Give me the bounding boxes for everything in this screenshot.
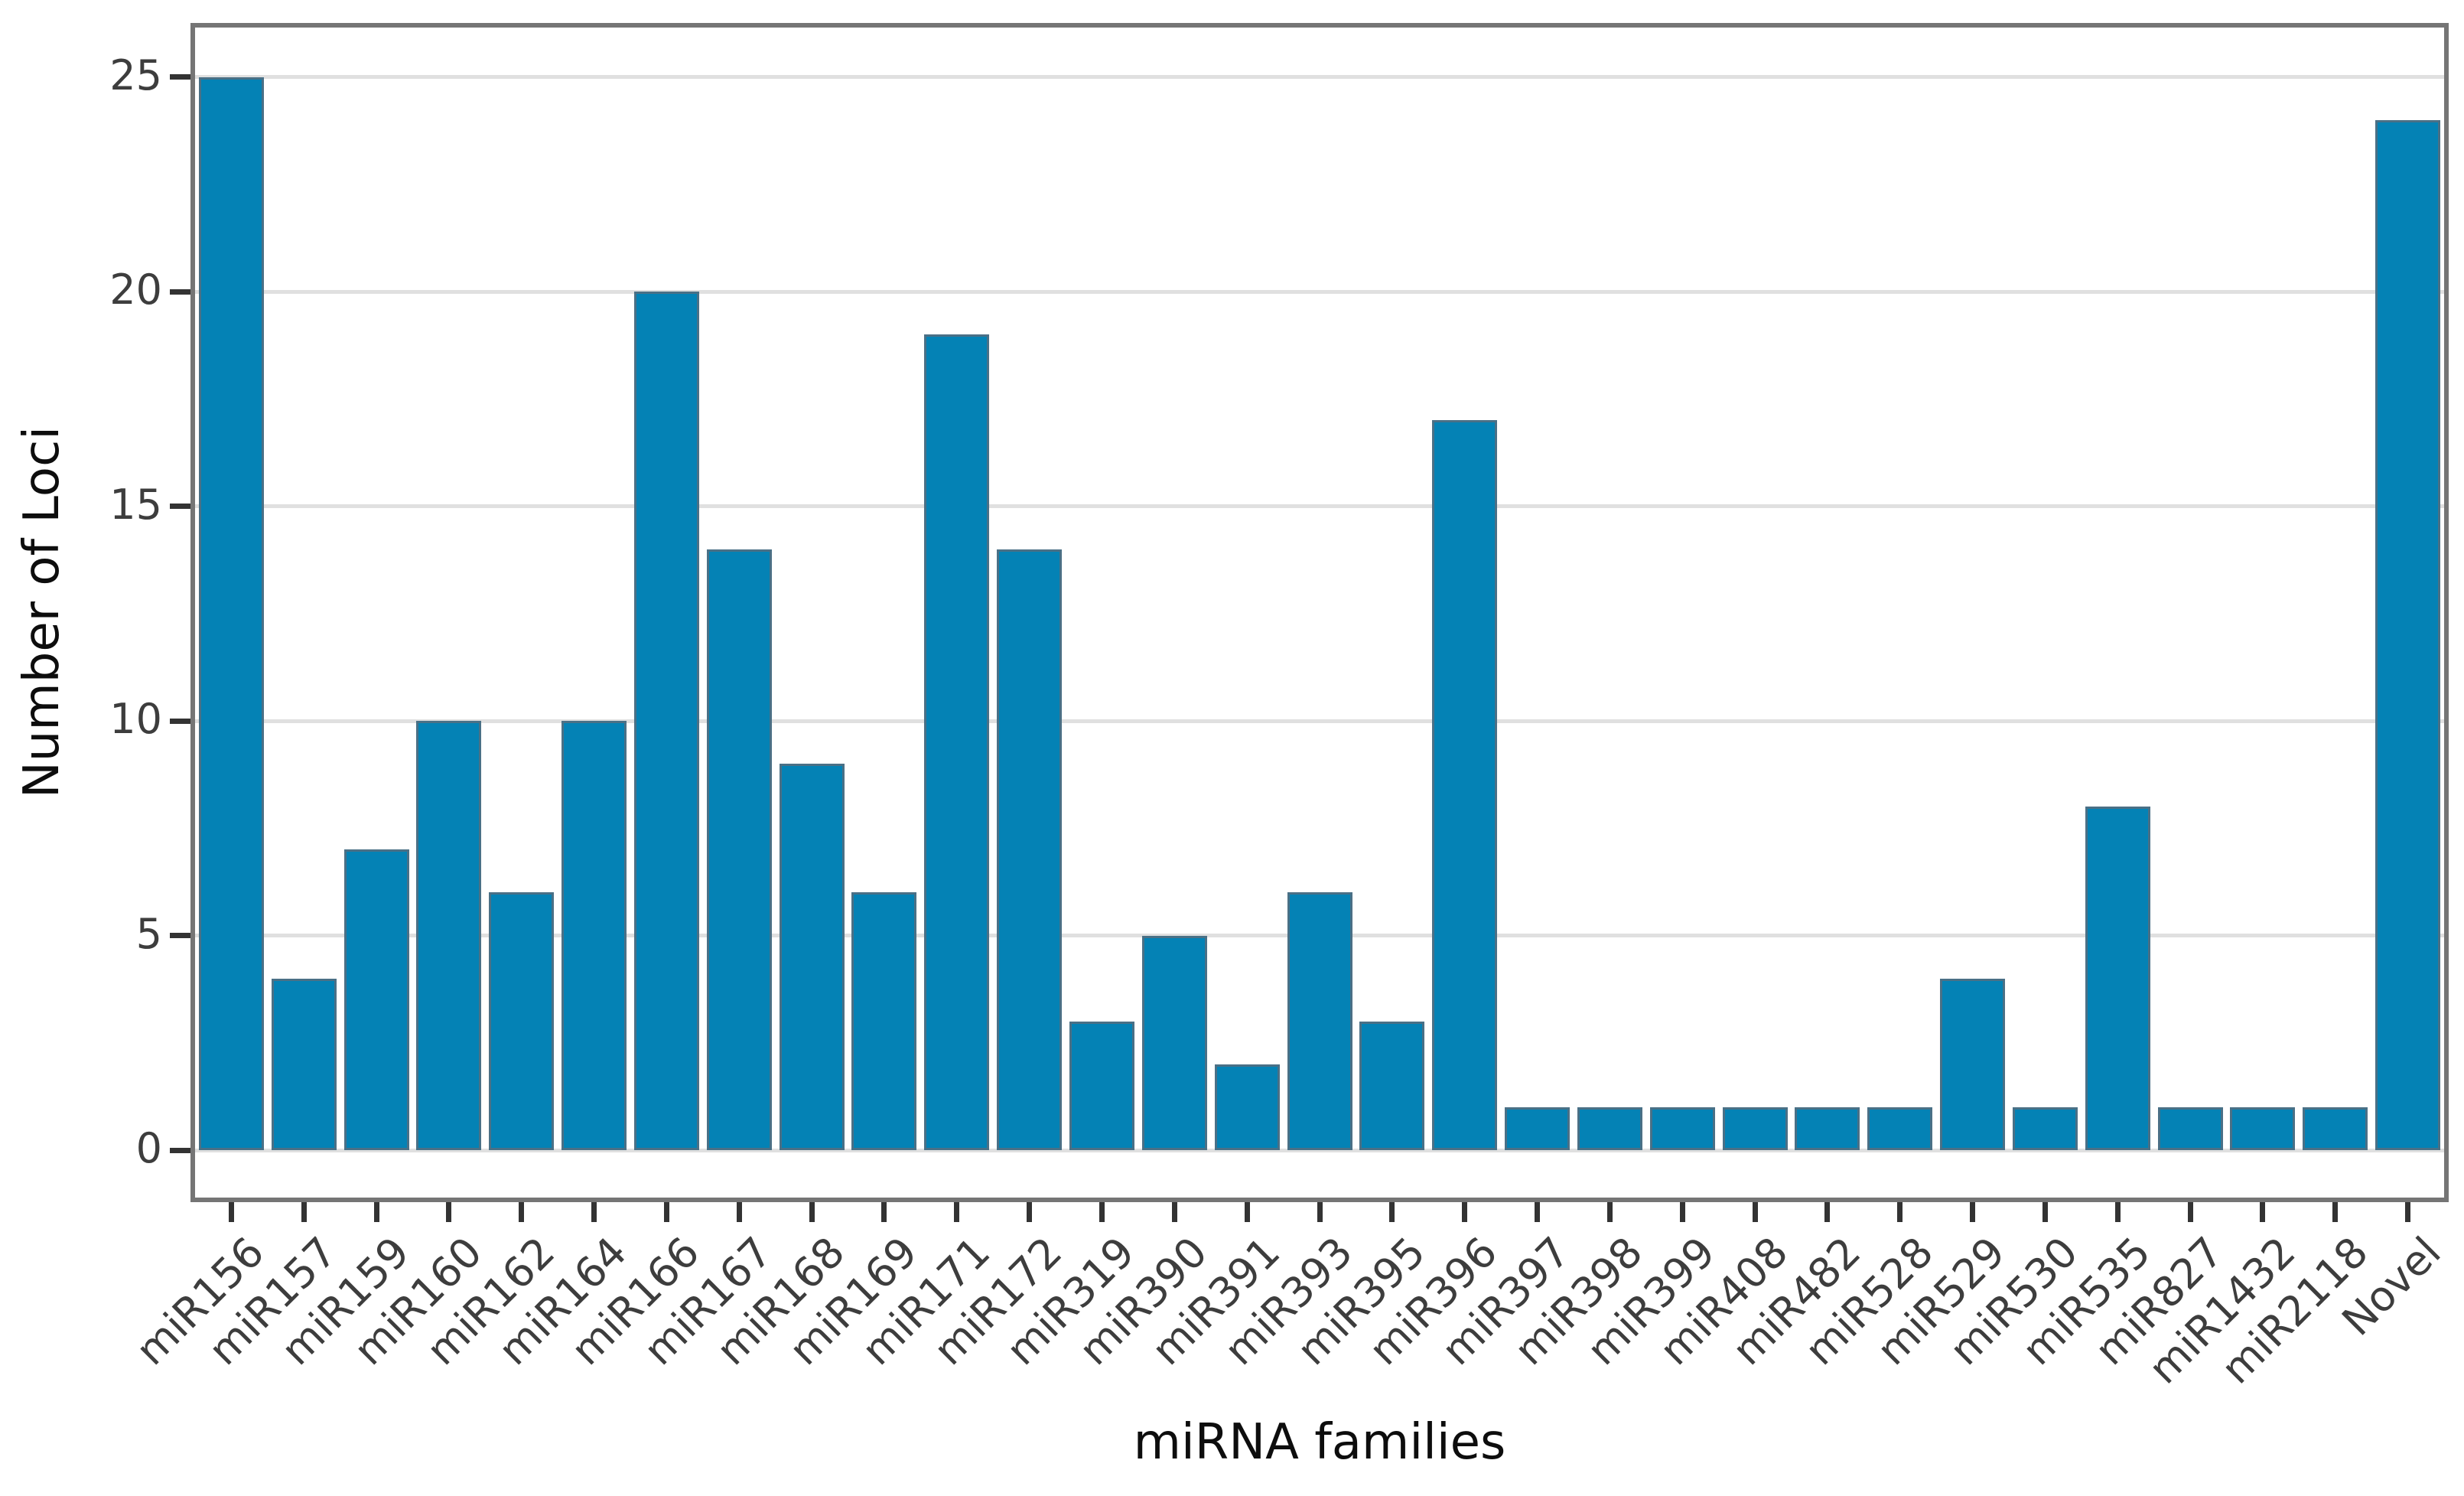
gridline-y-10 [195, 719, 2444, 723]
y-tick-label: 5 [135, 909, 162, 958]
x-axis-tick [881, 1202, 887, 1222]
bar-miR166 [633, 292, 699, 1150]
x-axis-tick [1244, 1202, 1250, 1222]
bar-miR1432 [2230, 1107, 2296, 1150]
x-axis-title: miRNA families [1133, 1414, 1506, 1471]
x-axis-tick [954, 1202, 960, 1222]
x-axis-tick [1171, 1202, 1177, 1222]
bar-miR399 [1649, 1107, 1715, 1150]
gridline-y-0 [195, 1148, 2444, 1152]
x-axis-tick [1535, 1202, 1541, 1222]
bar-miR528 [1867, 1107, 1933, 1150]
bar-miR529 [1940, 978, 2006, 1150]
bar-miR168 [779, 764, 845, 1150]
x-axis-tick [809, 1202, 815, 1222]
gridline-y-15 [195, 504, 2444, 508]
x-axis-tick [1099, 1202, 1105, 1222]
x-axis-tick [2260, 1202, 2266, 1222]
x-axis-tick [2187, 1202, 2193, 1222]
bar-miR156 [198, 77, 264, 1150]
y-axis-tick [170, 74, 190, 80]
x-axis-tick [663, 1202, 669, 1222]
gridline-y-25 [195, 75, 2444, 79]
bar-miR393 [1287, 892, 1352, 1150]
bar-miR395 [1359, 1021, 1425, 1150]
y-axis-tick [170, 718, 190, 724]
bar-miR319 [1069, 1021, 1134, 1150]
bar-Novel [2375, 119, 2441, 1150]
x-axis-tick [591, 1202, 597, 1222]
x-axis-tick [519, 1202, 525, 1222]
bar-miR171 [924, 334, 990, 1150]
bar-miR398 [1577, 1107, 1642, 1150]
bar-miR482 [1795, 1107, 1860, 1150]
bar-miR162 [489, 892, 555, 1150]
y-axis-tick [170, 1147, 190, 1153]
y-axis-tick [170, 504, 190, 509]
plot-area [190, 23, 2449, 1202]
x-axis-tick [736, 1202, 742, 1222]
y-axis-title: Number of Loci [14, 425, 70, 799]
x-axis-tick [2332, 1202, 2339, 1222]
bar-miR408 [1722, 1107, 1788, 1150]
y-axis-tick [170, 933, 190, 938]
x-axis-tick [2114, 1202, 2121, 1222]
bar-miR159 [343, 849, 409, 1150]
bar-miR397 [1505, 1107, 1571, 1150]
y-axis-tick [170, 288, 190, 295]
x-axis-tick [228, 1202, 234, 1222]
bar-miR167 [706, 549, 772, 1150]
bar-miR169 [851, 892, 917, 1150]
x-axis-tick [2405, 1202, 2411, 1222]
bar-miR2118 [2303, 1107, 2368, 1150]
x-axis-tick [1897, 1202, 1903, 1222]
x-axis-tick [1462, 1202, 1468, 1222]
bar-miR172 [997, 549, 1063, 1150]
x-axis-tick [1752, 1202, 1758, 1222]
x-axis-tick [1679, 1202, 1685, 1222]
bar-miR396 [1432, 420, 1498, 1150]
y-tick-label: 15 [109, 480, 162, 529]
x-axis-tick [301, 1202, 307, 1222]
y-tick-label: 25 [109, 51, 162, 99]
y-tick-label: 10 [109, 694, 162, 743]
bar-miR535 [2085, 807, 2150, 1150]
x-axis-tick [1606, 1202, 1613, 1222]
x-axis-tick [1027, 1202, 1033, 1222]
bar-miR390 [1141, 935, 1207, 1150]
gridline-y-20 [195, 289, 2444, 294]
y-tick-label: 20 [109, 265, 162, 314]
x-axis-tick [1824, 1202, 1831, 1222]
bar-miR157 [271, 978, 337, 1150]
bar-miR827 [2157, 1107, 2223, 1150]
x-axis-tick [1970, 1202, 1976, 1222]
bar-miR391 [1214, 1064, 1280, 1150]
x-axis-tick [373, 1202, 379, 1222]
x-axis-tick [1317, 1202, 1323, 1222]
bar-miR164 [561, 721, 627, 1150]
x-axis-tick [1389, 1202, 1395, 1222]
bar-miR530 [2012, 1107, 2078, 1150]
x-axis-tick [446, 1202, 452, 1222]
bar-miR160 [416, 721, 482, 1150]
y-tick-label: 0 [135, 1123, 162, 1172]
x-axis-tick [2042, 1202, 2048, 1222]
